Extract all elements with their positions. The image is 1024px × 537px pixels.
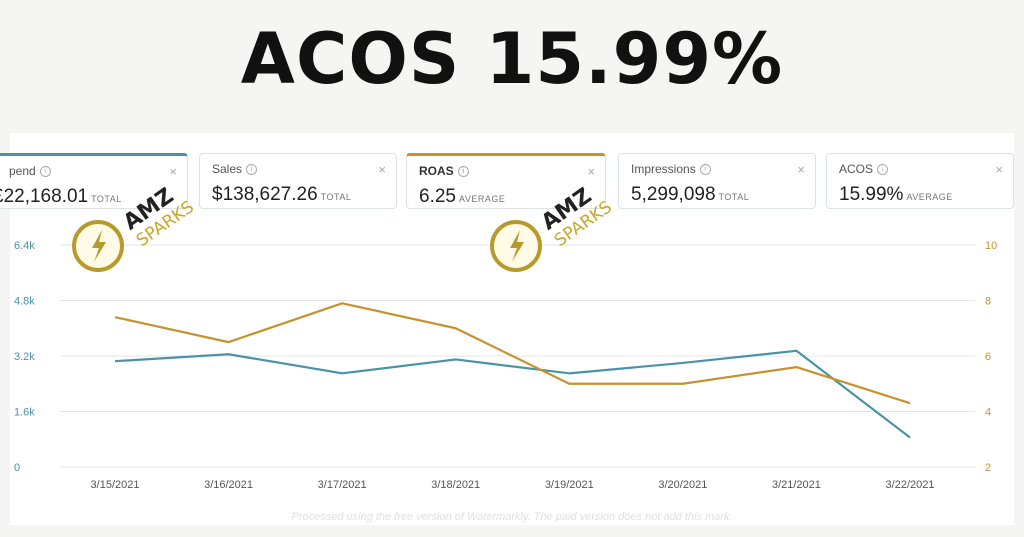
- card-sales[interactable]: Sales i × $138,627.26 TOTAL: [199, 153, 397, 209]
- card-roas-suffix: AVERAGE: [458, 194, 506, 204]
- card-spend[interactable]: pend i × £22,168.01 TOTAL: [0, 153, 188, 209]
- card-sales-label: Sales: [212, 162, 243, 176]
- card-impressions[interactable]: Impressions i × 5,299,098 TOTAL: [618, 153, 816, 209]
- close-icon[interactable]: ×: [169, 164, 177, 179]
- card-acos-suffix: AVERAGE: [906, 192, 953, 202]
- info-icon: i: [39, 166, 51, 178]
- card-acos-value: 15.99%: [839, 184, 904, 205]
- card-acos-label: ACOS: [839, 162, 874, 176]
- card-spend-value: £22,168.01: [0, 186, 89, 207]
- watermark-notice: Processed using the free version of Wate…: [291, 511, 733, 523]
- headline: ACOS 15.99%: [240, 18, 784, 100]
- card-impressions-label: Impressions: [631, 162, 696, 176]
- card-roas-value: 6.25: [419, 186, 456, 207]
- card-acos[interactable]: ACOS i × 15.99% AVERAGE: [826, 153, 1014, 209]
- close-icon[interactable]: ×: [995, 162, 1003, 177]
- info-icon: i: [877, 164, 889, 176]
- card-roas[interactable]: ROAS i × 6.25 AVERAGE: [406, 153, 606, 209]
- info-icon: i: [699, 164, 711, 176]
- close-icon[interactable]: ×: [378, 162, 386, 177]
- card-impressions-value: 5,299,098: [631, 184, 716, 205]
- amz-sparks-logo: AMZ SPARKS: [490, 184, 616, 272]
- card-sales-value: $138,627.26: [212, 184, 318, 205]
- close-icon[interactable]: ×: [587, 164, 595, 179]
- info-icon: i: [246, 164, 258, 176]
- card-spend-suffix: TOTAL: [91, 194, 122, 204]
- card-sales-suffix: TOTAL: [320, 192, 352, 202]
- card-impressions-suffix: TOTAL: [718, 192, 750, 202]
- card-spend-label: pend: [9, 164, 36, 178]
- close-icon[interactable]: ×: [797, 162, 805, 177]
- info-icon: i: [457, 166, 469, 178]
- card-roas-label: ROAS: [419, 164, 454, 178]
- amz-sparks-logo: AMZ SPARKS: [72, 184, 198, 272]
